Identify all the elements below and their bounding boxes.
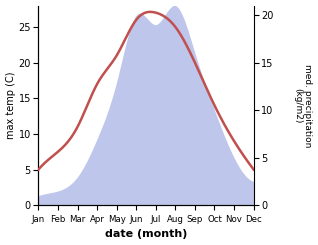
Y-axis label: med. precipitation
(kg/m2): med. precipitation (kg/m2) — [293, 64, 313, 147]
Y-axis label: max temp (C): max temp (C) — [5, 72, 16, 139]
X-axis label: date (month): date (month) — [105, 230, 187, 239]
